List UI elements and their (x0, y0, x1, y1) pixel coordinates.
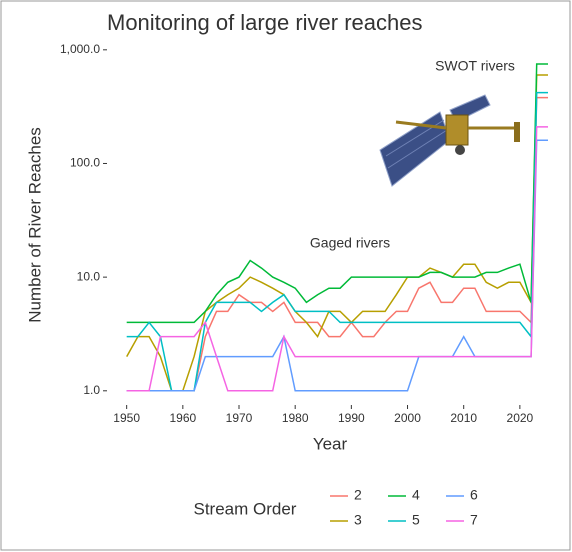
x-tick-label: 1990 (338, 411, 365, 425)
legend-label: 5 (412, 512, 420, 528)
legend-label: 6 (470, 487, 478, 503)
legend-label: 4 (412, 487, 420, 503)
x-tick-label: 2020 (507, 411, 534, 425)
chart-title: Monitoring of large river reaches (107, 10, 422, 35)
legend-label: 2 (354, 487, 362, 503)
legend-title: Stream Order (194, 499, 297, 518)
y-axis-label: Number of River Reaches (25, 127, 44, 323)
y-tick-label: 1.0 (83, 383, 100, 397)
chart: Monitoring of large river reaches Year N… (0, 0, 572, 552)
x-axis-label: Year (313, 434, 348, 453)
annotation: Gaged rivers (310, 235, 390, 251)
legend-label: 7 (470, 512, 478, 528)
x-tick-label: 1970 (226, 411, 253, 425)
x-tick-label: 2000 (394, 411, 421, 425)
y-tick-label: 1,000.0 (60, 42, 100, 56)
x-tick-label: 1980 (282, 411, 309, 425)
x-tick-label: 1960 (169, 411, 196, 425)
y-tick-label: 10.0 (77, 269, 101, 283)
annotation: SWOT rivers (435, 58, 515, 74)
legend-label: 3 (354, 512, 362, 528)
x-tick-label: 1950 (113, 411, 140, 425)
x-tick-label: 2010 (450, 411, 477, 425)
y-tick-label: 100.0 (70, 156, 100, 170)
